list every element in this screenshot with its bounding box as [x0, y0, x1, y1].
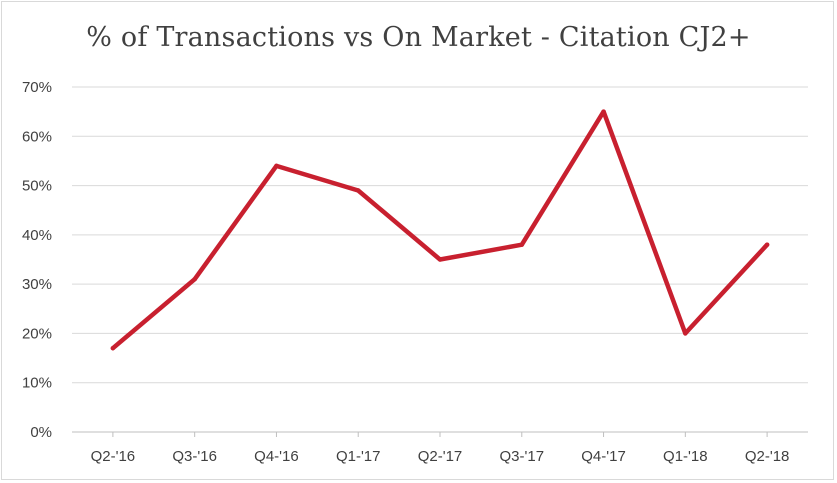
series-layer	[110, 109, 770, 351]
y-tick-label: 60%	[22, 128, 52, 145]
data-point	[519, 242, 524, 247]
data-point	[437, 257, 443, 262]
data-point	[192, 277, 197, 282]
x-tick-label: Q2-'18	[745, 448, 790, 465]
y-tick-label: 70%	[22, 79, 52, 96]
y-axis-ticks: 0% 10% 20% 30% 40% 50% 60% 70%	[22, 79, 52, 441]
data-point	[683, 331, 688, 336]
data-point	[764, 242, 770, 247]
x-tick-label: Q3-'17	[499, 448, 544, 465]
y-tick-label: 10%	[22, 375, 52, 392]
data-point	[356, 188, 361, 193]
x-axis-ticks: Q2-'16 Q3-'16 Q4-'16 Q1-'17 Q2-'17 Q3-'17 Q4-'…	[91, 432, 790, 465]
x-tick-label: Q3-'16	[172, 448, 217, 465]
y-tick-label: 0%	[30, 424, 52, 441]
x-tick-label: Q4-'16	[254, 448, 299, 465]
y-tick-label: 50%	[22, 178, 52, 195]
data-point	[601, 109, 606, 114]
chart-title: % of Transactions vs On Market - Citatio…	[86, 22, 751, 53]
x-tick-label: Q2-'16	[91, 448, 136, 465]
y-tick-label: 20%	[22, 325, 52, 342]
x-tick-label: Q1-'17	[336, 448, 381, 465]
data-point	[110, 346, 116, 351]
data-point	[274, 163, 279, 169]
x-tick-label: Q1-'18	[663, 448, 708, 465]
x-tick-label: Q2-'17	[418, 448, 463, 465]
y-tick-label: 30%	[22, 276, 52, 293]
series-line	[110, 109, 770, 351]
y-tick-label: 40%	[22, 227, 52, 244]
x-tick-label: Q4-'17	[581, 448, 626, 465]
